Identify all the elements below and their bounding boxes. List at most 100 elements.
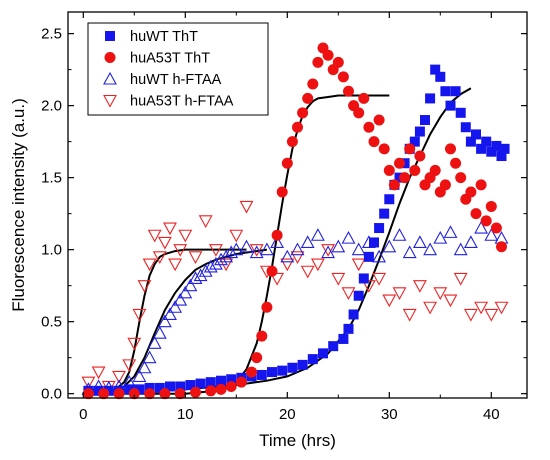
data-point	[338, 333, 349, 344]
plot-frame	[67, 11, 528, 399]
data-point	[219, 249, 234, 263]
data-point	[321, 244, 336, 257]
data-point	[382, 294, 397, 308]
data-point	[378, 143, 390, 155]
data-point	[433, 230, 448, 244]
data-point	[297, 107, 309, 119]
data-point	[496, 241, 507, 253]
data-point	[188, 251, 203, 264]
data-point	[455, 107, 466, 118]
data-point	[453, 272, 468, 286]
data-point	[486, 146, 497, 157]
data-point	[368, 136, 380, 148]
data-points	[81, 42, 510, 400]
data-point	[81, 376, 96, 390]
data-point	[229, 242, 244, 256]
data-point	[412, 235, 427, 248]
data-point	[496, 151, 507, 162]
y-tick-label: 2.0	[41, 98, 62, 115]
y-axis-label: Fluorescence intensity (a.u.)	[9, 98, 28, 312]
data-point	[270, 272, 285, 286]
data-point	[208, 244, 223, 257]
data-point	[280, 258, 295, 272]
data-point	[266, 265, 278, 277]
data-point	[208, 256, 223, 270]
data-point	[423, 242, 438, 256]
data-point	[152, 251, 167, 264]
data-point	[402, 308, 417, 322]
fit-curves	[83, 87, 472, 395]
x-tick-label: 30	[381, 406, 398, 423]
legend-label: huA53T h-FTAA	[130, 94, 234, 110]
data-point	[343, 85, 354, 97]
data-point	[353, 290, 364, 301]
legend-item: huWT ThT	[105, 29, 198, 45]
data-point	[144, 382, 155, 393]
legend-label: huWT h-FTAA	[130, 72, 222, 88]
data-point	[388, 179, 400, 191]
fit-curve-1	[185, 87, 472, 391]
data-point	[450, 157, 462, 169]
data-point	[216, 375, 226, 386]
data-point	[470, 208, 482, 220]
data-point	[281, 157, 293, 169]
data-point	[420, 115, 430, 126]
data-point	[190, 386, 201, 398]
data-point	[465, 186, 477, 198]
data-point	[98, 388, 110, 400]
data-point	[463, 308, 478, 322]
data-point	[122, 359, 137, 373]
data-point	[173, 244, 188, 257]
data-point	[144, 388, 156, 400]
data-point	[270, 235, 285, 248]
data-point	[271, 229, 283, 241]
data-point	[256, 369, 267, 380]
data-point	[351, 242, 366, 256]
data-point	[286, 136, 298, 148]
data-point	[165, 381, 175, 392]
data-point	[193, 268, 208, 282]
data-point	[455, 172, 467, 184]
data-point	[475, 179, 487, 191]
x-tick-label: 10	[177, 406, 194, 423]
data-point	[394, 157, 405, 169]
axes: 0 10 20 30 40 0.0 0.5 1.0 1.5 2.0 2.5	[41, 12, 527, 423]
legend-box	[87, 22, 269, 116]
data-point	[292, 121, 303, 133]
x-tick-label: 0	[79, 406, 87, 423]
data-point	[322, 49, 334, 61]
data-point	[332, 56, 344, 68]
data-point	[353, 107, 365, 119]
data-point	[348, 309, 359, 320]
legend-marker	[105, 31, 115, 41]
data-point	[409, 164, 421, 176]
data-point	[205, 377, 216, 388]
data-point	[159, 388, 171, 400]
data-point	[372, 272, 387, 286]
data-point	[178, 285, 193, 299]
data-point	[409, 136, 420, 147]
y-tick-label: 1.0	[41, 242, 62, 259]
data-point	[445, 100, 456, 111]
data-point	[392, 287, 407, 301]
legend-marker	[103, 71, 117, 85]
data-point	[239, 200, 254, 214]
y-tick-label: 2.5	[41, 26, 62, 43]
data-point	[112, 370, 126, 384]
data-point	[127, 337, 142, 351]
x-tick-label: 40	[483, 406, 500, 423]
data-point	[224, 245, 239, 259]
data-point	[235, 376, 247, 388]
data-point	[183, 278, 198, 292]
data-point	[154, 382, 165, 393]
data-point	[463, 235, 478, 248]
data-point	[372, 249, 387, 263]
legend-item: huA53T ThT	[104, 51, 210, 67]
data-point	[392, 228, 407, 241]
series-2	[82, 42, 507, 400]
data-point	[481, 136, 492, 147]
data-point	[93, 385, 104, 396]
data-point	[373, 114, 385, 126]
data-point	[188, 271, 203, 285]
data-point	[198, 215, 213, 228]
